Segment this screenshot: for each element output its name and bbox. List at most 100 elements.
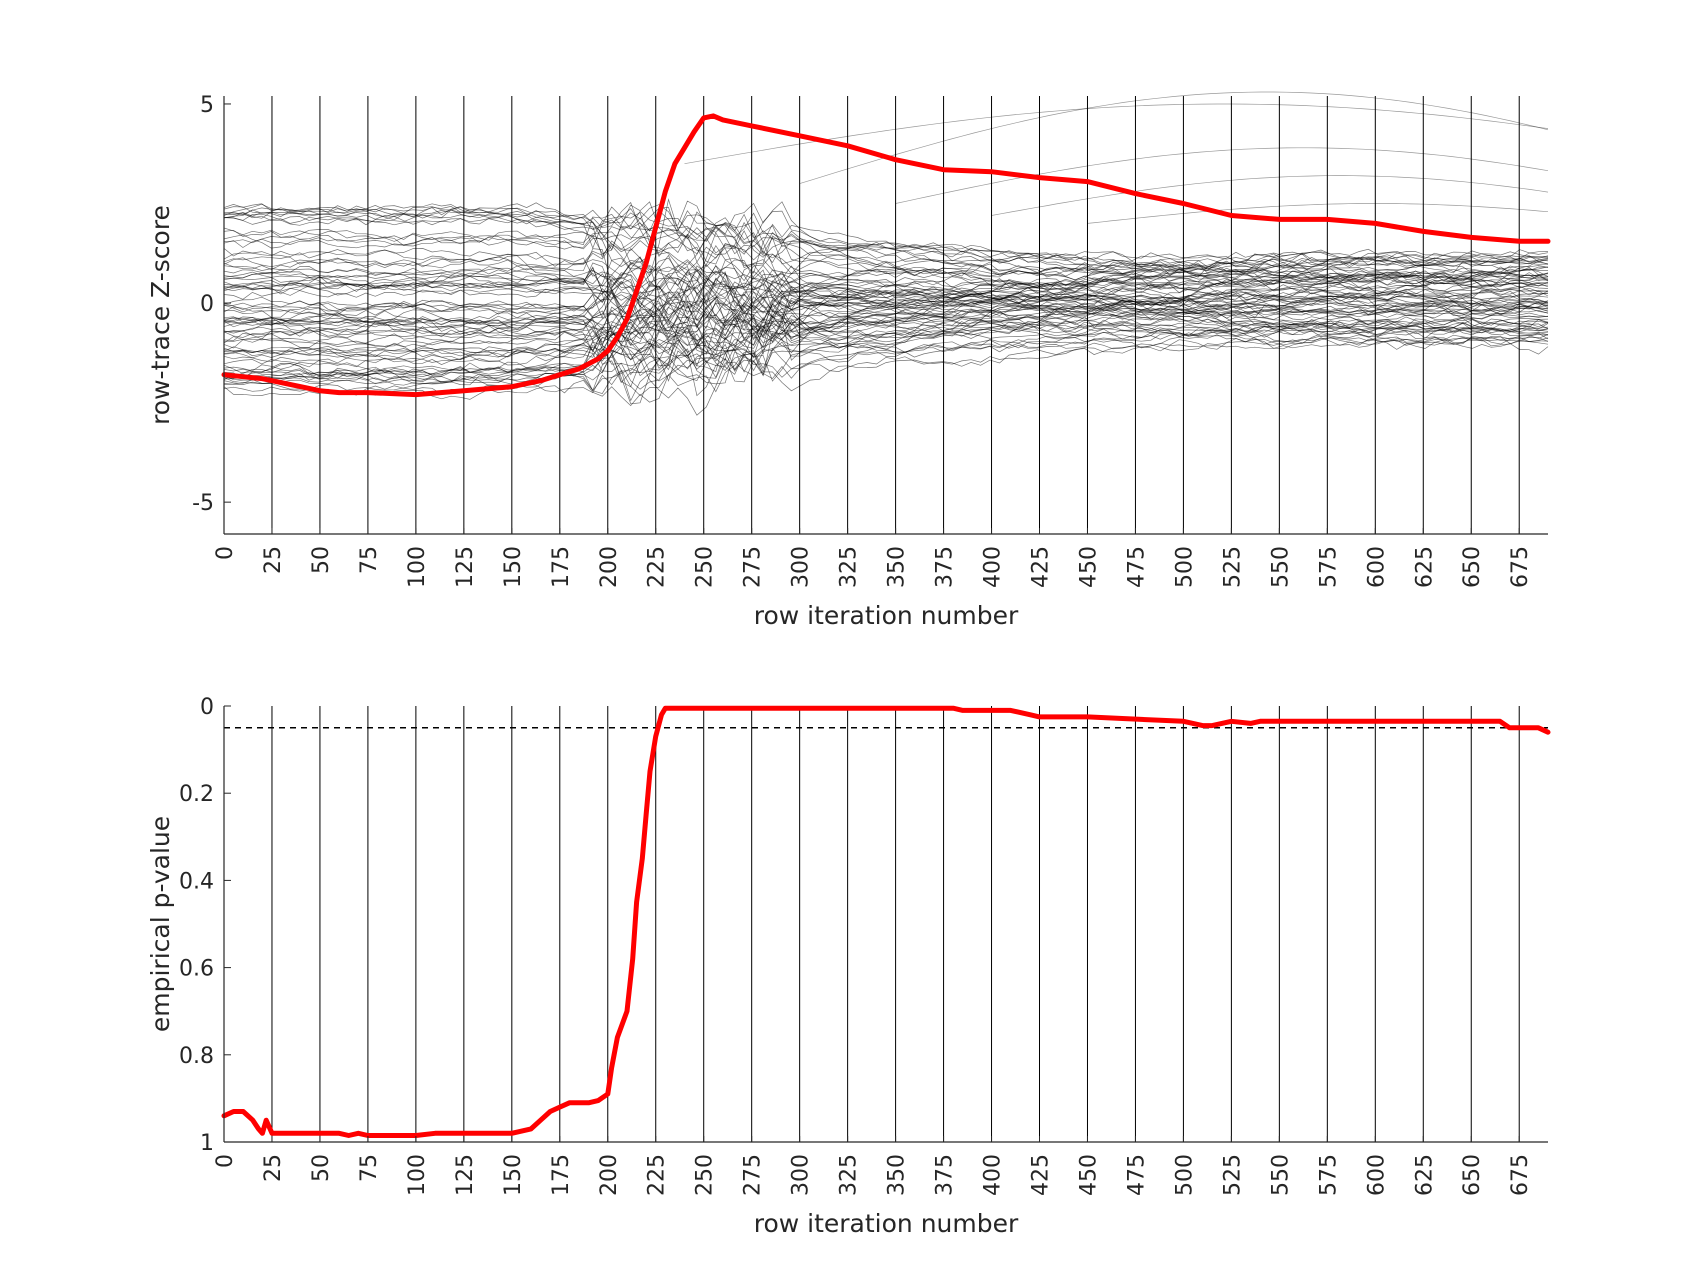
top-x-tick-label: 325 <box>837 546 862 588</box>
top-background-trace <box>223 260 1549 318</box>
top-background-trace <box>223 289 1549 326</box>
top-x-tick-label: 300 <box>789 546 814 588</box>
top-x-tick-label: 625 <box>1412 546 1437 588</box>
pvalue-series <box>221 705 1551 1138</box>
bot-x-tick-label: 675 <box>1508 1154 1533 1196</box>
top-x-tick-label: 425 <box>1029 546 1054 588</box>
bot-y-tick-label: 0.2 <box>179 782 214 807</box>
top-background-trace <box>223 301 1549 342</box>
top-x-tick-label: 375 <box>933 546 958 588</box>
bot-y-tick-label: 0.8 <box>179 1044 214 1069</box>
top-background-trace <box>684 103 1549 165</box>
top-x-tick-label: 475 <box>1124 546 1149 588</box>
top-background-trace <box>223 336 1549 361</box>
bot-x-tick-label: 500 <box>1172 1154 1197 1196</box>
bot-x-tick-label: 325 <box>837 1154 862 1196</box>
bot-y-tick-label: 0 <box>200 695 214 720</box>
top-background-trace <box>223 283 1549 371</box>
top-x-tick-label: 600 <box>1364 546 1389 588</box>
bot-y-tick-label: 0.4 <box>179 869 214 894</box>
top-background-trace <box>223 323 1549 396</box>
bot-red-series-line <box>221 705 1551 1138</box>
top-background-trace <box>223 201 1549 283</box>
bot-x-tick-label: 400 <box>981 1154 1006 1196</box>
top-background-trace <box>223 331 1549 390</box>
top-background-trace <box>1087 203 1549 224</box>
top-background-trace <box>223 283 1549 379</box>
top-background-trace <box>991 175 1549 216</box>
pvalue-axes: 0 25 50 75 100 125 150 175 200 225 250 275 300 325 350… <box>179 695 1548 1196</box>
top-x-tick-label: 450 <box>1076 546 1101 588</box>
top-x-tick-label: 575 <box>1316 546 1341 588</box>
bot-x-tick-label: 450 <box>1076 1154 1101 1196</box>
top-background-trace <box>223 288 1549 390</box>
top-background-trace <box>223 230 1549 270</box>
top-background-trace <box>223 259 1549 315</box>
bot-y-tick-label: 0.6 <box>179 957 214 982</box>
top-x-tick-label: 500 <box>1172 546 1197 588</box>
bot-x-tick-label: 250 <box>693 1154 718 1196</box>
bot-x-tick-label: 275 <box>741 1154 766 1196</box>
bot-x-tick-label: 625 <box>1412 1154 1437 1196</box>
top-x-tick-label: 650 <box>1460 546 1485 588</box>
top-background-trace <box>223 207 1549 308</box>
top-background-trace <box>799 91 1549 184</box>
top-y-tick-label: 5 <box>200 93 214 118</box>
top-background-trace <box>223 303 1549 364</box>
top-background-trace <box>223 262 1549 309</box>
bot-x-tick-label: 50 <box>309 1154 334 1182</box>
bot-x-tick-label: 475 <box>1124 1154 1149 1196</box>
bot-x-tick-label: 425 <box>1029 1154 1054 1196</box>
zscore-axes: 0 25 50 75 100 125 150 175 200 225 250 275 300 325 350… <box>192 93 1548 588</box>
top-background-trace <box>223 281 1549 397</box>
bot-x-tick-label: 150 <box>501 1154 526 1196</box>
bot-x-tick-label: 225 <box>645 1154 670 1196</box>
bot-x-tick-label: 75 <box>357 1154 382 1182</box>
bot-x-tick-label: 550 <box>1268 1154 1293 1196</box>
top-background-trace <box>223 261 1549 356</box>
top-x-tick-label: 75 <box>357 546 382 574</box>
bot-y-tick-label: 1 <box>200 1131 214 1156</box>
zscore-y-axis-label: row-trace Z-score <box>146 205 175 425</box>
top-x-tick-label: 525 <box>1220 546 1245 588</box>
top-x-tick-label: 400 <box>981 546 1006 588</box>
pvalue-x-axis-label: row iteration number <box>754 1209 1019 1238</box>
top-x-tick-label: 275 <box>741 546 766 588</box>
bot-x-tick-label: 600 <box>1364 1154 1389 1196</box>
zscore-panel: 0 25 50 75 100 125 150 175 200 225 250 275 300 325 350… <box>146 91 1551 630</box>
top-y-tick-label: -5 <box>192 491 214 516</box>
bot-x-tick-label: 575 <box>1316 1154 1341 1196</box>
zscore-series <box>221 113 1551 398</box>
top-background-trace <box>223 252 1549 328</box>
top-background-trace <box>223 244 1549 338</box>
top-x-tick-label: 550 <box>1268 546 1293 588</box>
top-background-trace <box>223 338 1549 405</box>
top-x-tick-label: 25 <box>261 546 286 574</box>
pvalue-panel: 0 25 50 75 100 125 150 175 200 225 250 275 300 325 350… <box>146 695 1551 1238</box>
top-background-trace <box>223 269 1549 382</box>
top-x-tick-label: 250 <box>693 546 718 588</box>
top-background-trace <box>223 201 1549 330</box>
top-background-trace <box>223 324 1549 384</box>
bot-x-tick-label: 175 <box>549 1154 574 1196</box>
top-background-trace <box>895 147 1549 204</box>
bot-x-tick-label: 200 <box>597 1154 622 1196</box>
top-background-trace <box>223 225 1549 339</box>
top-background-trace <box>223 203 1549 330</box>
top-x-tick-label: 225 <box>645 546 670 588</box>
bot-x-tick-label: 525 <box>1220 1154 1245 1196</box>
top-background-trace <box>223 251 1549 372</box>
top-x-tick-label: 675 <box>1508 546 1533 588</box>
top-x-tick-label: 50 <box>309 546 334 574</box>
top-background-trace <box>223 257 1549 312</box>
bot-x-tick-label: 300 <box>789 1154 814 1196</box>
zscore-x-axis-label: row iteration number <box>754 601 1019 630</box>
bot-x-tick-label: 25 <box>261 1154 286 1182</box>
top-background-trace <box>223 273 1549 357</box>
top-x-tick-label: 0 <box>213 546 238 560</box>
bot-x-tick-label: 350 <box>885 1154 910 1196</box>
top-background-trace <box>223 231 1549 316</box>
top-background-trace <box>223 297 1549 391</box>
top-background-trace <box>223 249 1549 364</box>
